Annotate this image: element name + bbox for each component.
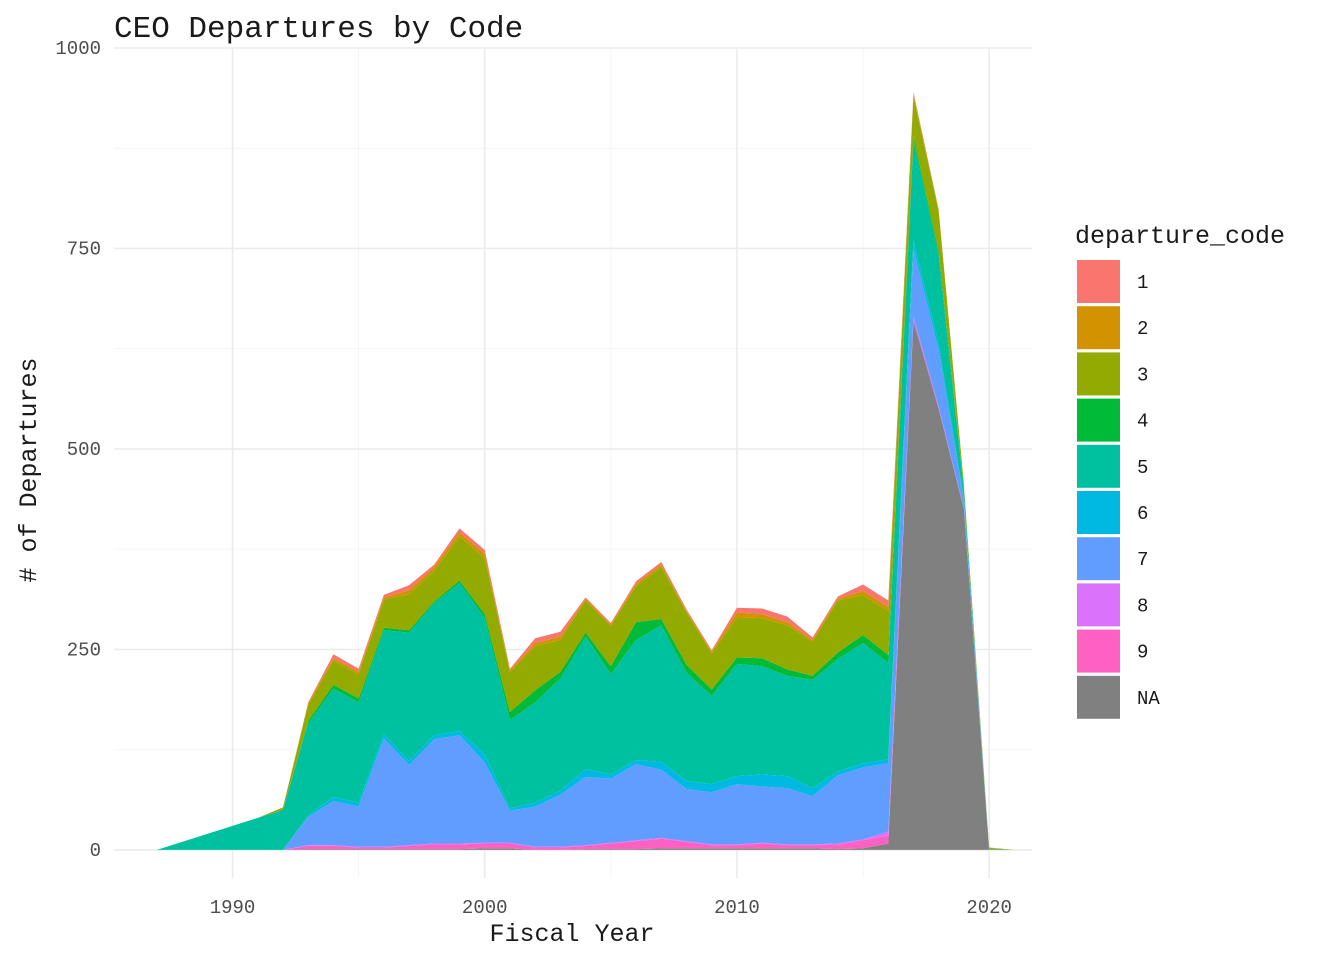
area-series-na [156, 320, 1015, 850]
legend-swatch-6 [1077, 491, 1120, 534]
legend-label-na: NA [1137, 688, 1160, 710]
legend-label-1: 1 [1137, 272, 1148, 294]
legend-label-8: 8 [1137, 595, 1148, 617]
x-axis-title: Fiscal Year [489, 920, 654, 949]
legend-swatch-1 [1077, 260, 1120, 303]
x-tick-label: 2020 [966, 897, 1012, 919]
y-tick-label: 250 [67, 639, 101, 661]
legend-swatch-na [1077, 675, 1120, 719]
legend-label-2: 2 [1137, 318, 1148, 340]
area-series-3 [156, 96, 1015, 850]
y-axis-title: # of Departures [15, 357, 44, 582]
legend-label-6: 6 [1137, 503, 1148, 525]
legend-swatch-9 [1077, 629, 1120, 673]
x-tick-label: 2010 [714, 897, 760, 919]
legend: departure_code 1 2 3 4 5 6 7 8 9 NA [1075, 222, 1285, 719]
area-series-5 [156, 140, 1015, 850]
x-tick-label: 2000 [462, 897, 508, 919]
y-tick-label: 750 [67, 238, 101, 260]
y-tick-label: 0 [90, 840, 101, 862]
legend-items: 1 2 3 4 5 6 7 8 9 NA [1077, 260, 1160, 719]
legend-label-5: 5 [1137, 457, 1148, 479]
x-tick-label: 1990 [210, 897, 256, 919]
legend-swatch-8 [1077, 583, 1120, 627]
legend-swatch-5 [1077, 444, 1120, 488]
stacked-areas [156, 92, 1015, 850]
legend-title: departure_code [1075, 222, 1285, 251]
y-tick-label: 500 [67, 439, 101, 461]
y-axis-ticks: 0 250 500 750 1000 [55, 38, 101, 862]
legend-label-7: 7 [1137, 549, 1148, 571]
x-axis-ticks: 1990 2000 2010 2020 [210, 897, 1012, 919]
y-tick-label: 1000 [55, 38, 101, 60]
area-series-4 [156, 136, 1015, 850]
legend-label-3: 3 [1137, 364, 1148, 386]
legend-swatch-4 [1077, 398, 1120, 442]
legend-swatch-2 [1077, 306, 1120, 350]
legend-swatch-3 [1077, 352, 1120, 396]
chart-title: CEO Departures by Code [114, 12, 523, 47]
legend-label-4: 4 [1137, 411, 1148, 433]
legend-label-9: 9 [1137, 642, 1148, 664]
legend-swatch-7 [1077, 537, 1120, 581]
